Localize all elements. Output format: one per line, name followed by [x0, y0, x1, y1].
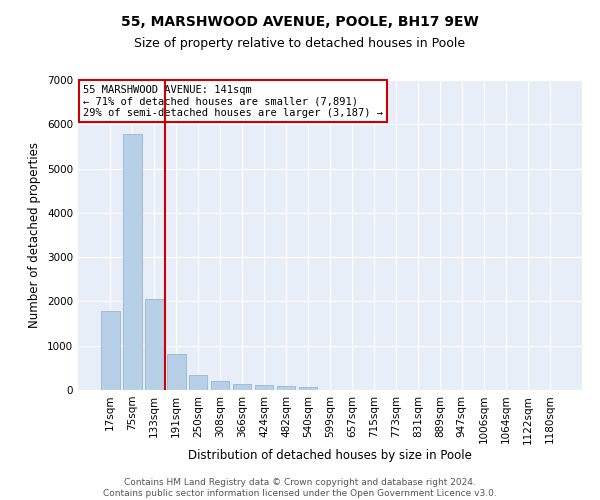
Bar	[299, 387, 317, 390]
Y-axis label: Number of detached properties: Number of detached properties	[28, 142, 41, 328]
Text: Size of property relative to detached houses in Poole: Size of property relative to detached ho…	[134, 38, 466, 51]
Text: 55 MARSHWOOD AVENUE: 141sqm
← 71% of detached houses are smaller (7,891)
29% of : 55 MARSHWOOD AVENUE: 141sqm ← 71% of det…	[83, 84, 383, 118]
Text: 55, MARSHWOOD AVENUE, POOLE, BH17 9EW: 55, MARSHWOOD AVENUE, POOLE, BH17 9EW	[121, 15, 479, 29]
Bar	[123, 134, 142, 390]
X-axis label: Distribution of detached houses by size in Poole: Distribution of detached houses by size …	[188, 449, 472, 462]
Bar	[233, 384, 251, 390]
Bar	[189, 375, 208, 390]
Bar	[101, 311, 119, 390]
Bar	[277, 386, 295, 390]
Bar	[167, 354, 185, 390]
Bar	[145, 299, 164, 390]
Text: Contains HM Land Registry data © Crown copyright and database right 2024.
Contai: Contains HM Land Registry data © Crown c…	[103, 478, 497, 498]
Bar	[255, 385, 274, 390]
Bar	[211, 381, 229, 390]
